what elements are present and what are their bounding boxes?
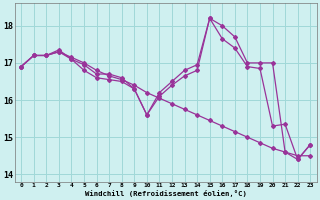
X-axis label: Windchill (Refroidissement éolien,°C): Windchill (Refroidissement éolien,°C) — [85, 190, 247, 197]
